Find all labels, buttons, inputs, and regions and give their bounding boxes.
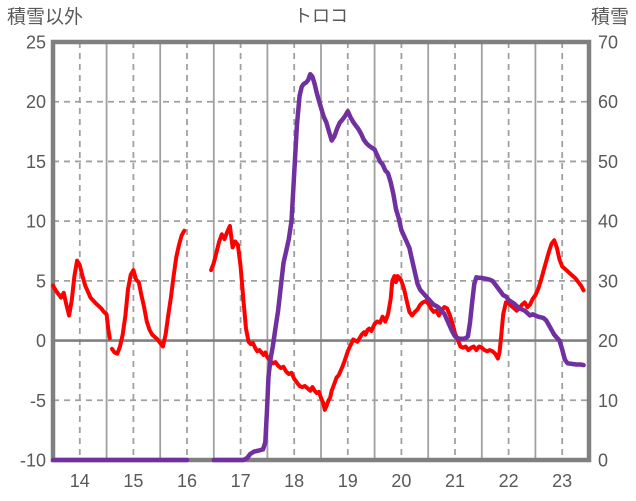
- non-snow-line: [209, 223, 586, 412]
- right-axis-tick-label: 30: [598, 271, 618, 291]
- x-axis-tick-label: 22: [499, 471, 519, 491]
- x-axis-tick-label: 17: [231, 471, 251, 491]
- left-axis-tick-label: -10: [20, 451, 46, 471]
- left-axis-tick-label: 15: [26, 152, 46, 172]
- left-axis-tick-label: 25: [26, 33, 46, 53]
- x-axis-tick-label: 19: [338, 471, 358, 491]
- x-axis-tick-label: 14: [70, 471, 90, 491]
- right-axis-tick-label: 70: [598, 33, 618, 53]
- plot-border: [50, 39, 592, 463]
- x-axis-tick-label: 20: [391, 471, 411, 491]
- right-axis-tick-label: 0: [598, 451, 608, 471]
- left-axis-tick-label: 5: [36, 271, 46, 291]
- data-series: [50, 71, 586, 463]
- right-axis-title: 積雪: [591, 6, 629, 28]
- x-axis-tick-label: 21: [445, 471, 465, 491]
- right-axis-tick-label: 10: [598, 391, 618, 411]
- non-snow-line: [110, 228, 187, 356]
- non-snow-line: [51, 258, 112, 341]
- left-axis-tick-label: 0: [36, 331, 46, 351]
- left-axis-title: 積雪以外: [7, 6, 83, 28]
- left-axis-tick-label: -5: [30, 391, 46, 411]
- x-axis-tick-label: 15: [123, 471, 143, 491]
- x-axis-tick-label: 16: [177, 471, 197, 491]
- left-axis-tick-label: 10: [26, 212, 46, 232]
- plot-area-border: [50, 39, 592, 463]
- left-axis-tick-label: 20: [26, 92, 46, 112]
- right-axis-tick-label: 40: [598, 212, 618, 232]
- right-axis-tick-label: 50: [598, 152, 618, 172]
- snow-depth-line: [211, 71, 586, 463]
- right-axis-tick-label: 60: [598, 92, 618, 112]
- x-axis-tick-label: 23: [552, 471, 572, 491]
- x-axis-tick-label: 18: [284, 471, 304, 491]
- right-axis-tick-label: 20: [598, 331, 618, 351]
- chart-title: トロコ: [294, 6, 348, 26]
